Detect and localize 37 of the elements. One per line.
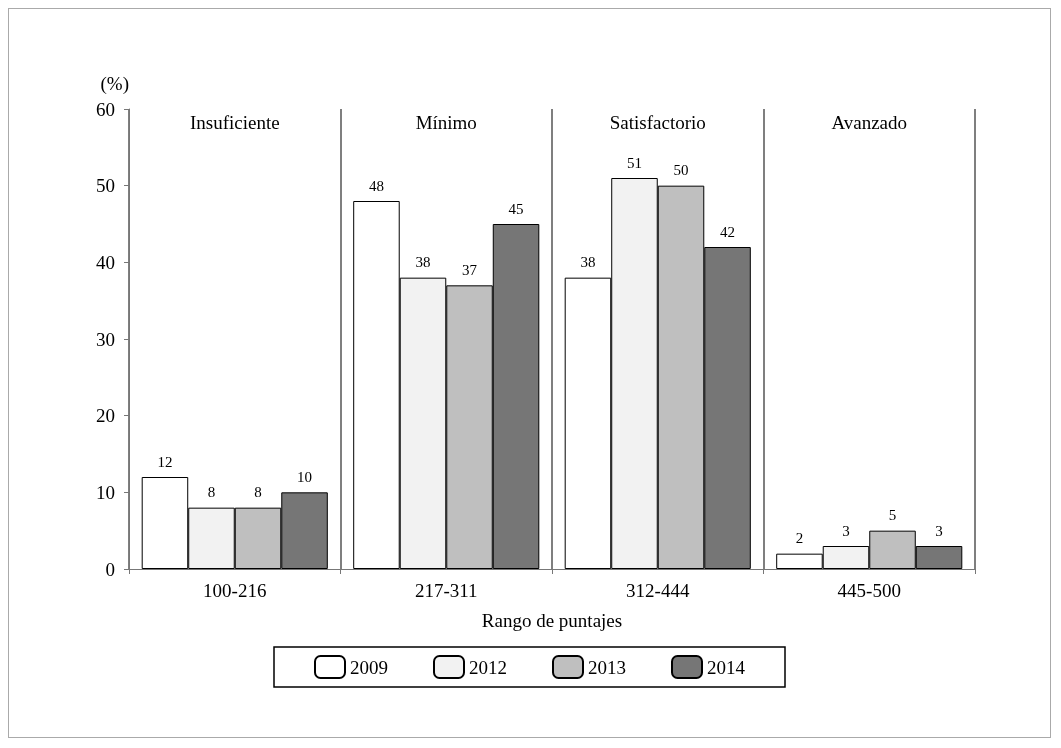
y-tick-label: 60 — [96, 98, 115, 120]
data-label: 48 — [368, 177, 384, 194]
legend-label: 2014 — [707, 656, 746, 678]
data-label: 5 — [888, 507, 897, 524]
data-label: 8 — [207, 484, 216, 501]
x-axis-title: Rango de puntajes — [481, 610, 623, 631]
legend-label: 2013 — [588, 656, 626, 678]
data-label: 10 — [297, 468, 313, 485]
data-label: 42 — [720, 223, 736, 240]
y-tick-label: 0 — [105, 558, 115, 580]
y-tick-label: 50 — [96, 175, 115, 197]
data-label: 50 — [673, 162, 689, 179]
x-tick-label: 312-444 — [626, 580, 690, 601]
data-label: 37 — [462, 261, 478, 278]
data-label: 3 — [935, 522, 943, 539]
data-label: 38 — [415, 254, 431, 271]
data-label: 8 — [254, 484, 262, 501]
annotation: Satisfactorio — [609, 111, 706, 133]
data-label: 3 — [842, 522, 850, 539]
data-label: 12 — [157, 453, 173, 470]
x-tick-label: 217-311 — [414, 580, 478, 601]
data-label: 38 — [580, 254, 596, 271]
legend-label: 2009 — [350, 656, 388, 678]
annotation: Insuficiente — [189, 111, 280, 133]
annotation: Mínimo — [415, 111, 477, 133]
data-label: 45 — [508, 200, 524, 217]
y-tick-label: 20 — [96, 405, 115, 427]
x-tick-label: 100-216 — [203, 580, 267, 601]
annotation: Avanzado — [831, 111, 908, 133]
data-label: 2 — [795, 530, 804, 547]
legend-label: 2012 — [469, 656, 507, 678]
y-tick-label: 40 — [96, 251, 115, 273]
y-tick-label: 10 — [96, 481, 115, 503]
data-label: 51 — [626, 154, 642, 171]
x-tick-label: 445-500 — [837, 580, 901, 601]
y-tick-label: 30 — [96, 328, 115, 350]
y-axis-title: (%) — [100, 73, 129, 95]
